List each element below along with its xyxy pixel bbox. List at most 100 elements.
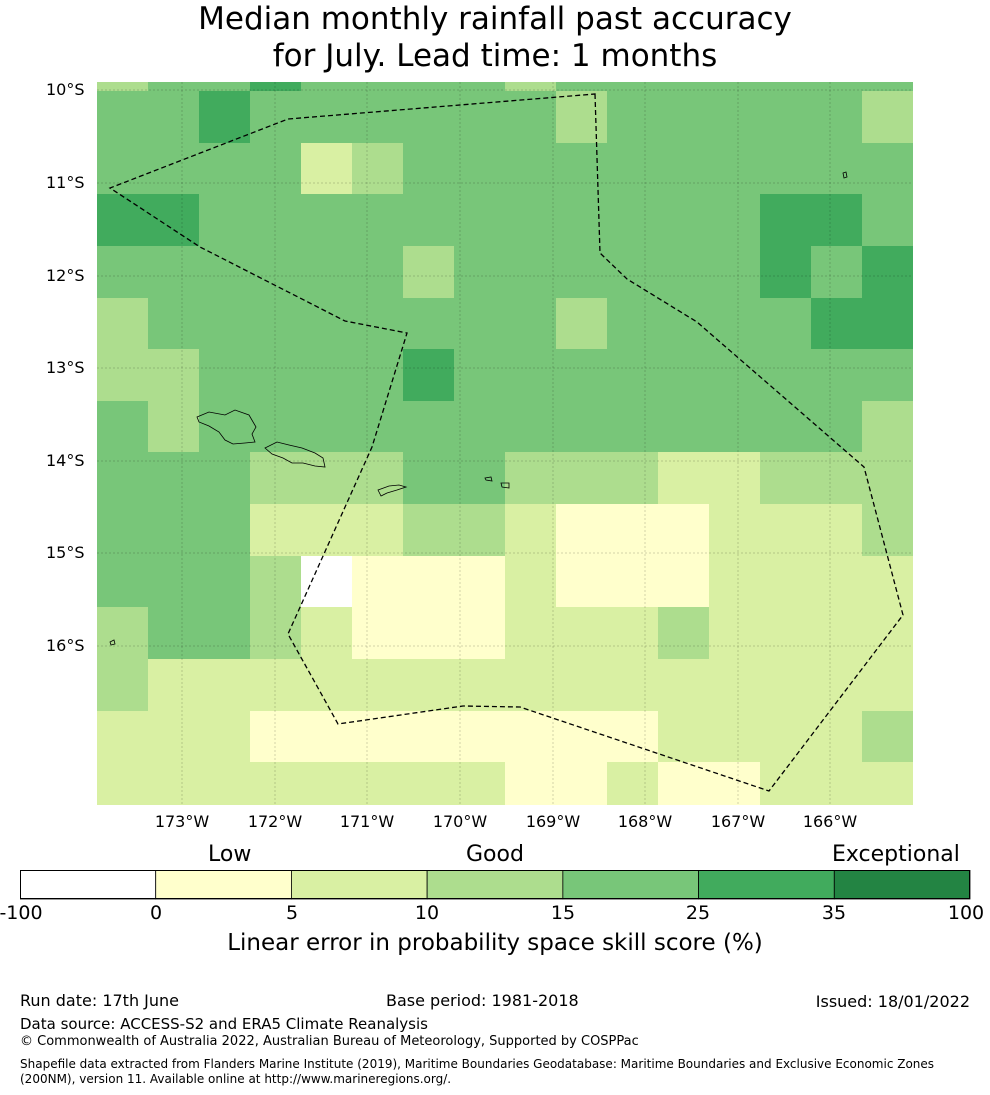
grid-cell — [556, 401, 608, 453]
grid-cell — [556, 762, 608, 805]
grid-cell — [658, 298, 710, 350]
grid-cell — [97, 91, 149, 144]
manua-island-1 — [484, 476, 493, 482]
grid-cell — [403, 504, 455, 557]
grid-cell — [658, 194, 710, 247]
grid-cell — [709, 349, 761, 402]
grid-cell — [760, 143, 812, 195]
grid-cell — [148, 194, 200, 247]
colorbar-segment — [833, 870, 971, 900]
grid-cell — [862, 401, 913, 453]
grid-cell — [556, 711, 608, 763]
grid-cell — [811, 762, 863, 805]
eez-boundary — [108, 93, 904, 792]
grid-cell — [862, 556, 913, 608]
grid-cell — [556, 143, 608, 195]
grid-cell — [148, 298, 200, 350]
grid-cell — [862, 246, 913, 299]
grid-cell — [607, 91, 659, 144]
grid-cell — [454, 82, 506, 92]
grid-cell — [607, 143, 659, 195]
grid-cell — [97, 298, 149, 350]
grid-cell — [301, 556, 353, 608]
grid-cell — [199, 659, 251, 712]
grid-cell — [301, 452, 353, 505]
grid-cell — [760, 607, 812, 660]
grid-cell — [403, 298, 455, 350]
grid-cell — [199, 143, 251, 195]
grid-cell — [454, 143, 506, 195]
grid-cell — [505, 711, 557, 763]
upolu-island — [264, 441, 326, 468]
grid-cell — [760, 711, 812, 763]
grid-cell — [454, 91, 506, 144]
grid-cell — [199, 452, 251, 505]
grid-cell — [352, 607, 404, 660]
grid-cell — [352, 659, 404, 712]
grid-cell — [760, 452, 812, 505]
grid-cell — [454, 452, 506, 505]
grid-cell — [811, 143, 863, 195]
grid-cell — [709, 91, 761, 144]
grid-cell — [97, 556, 149, 608]
grid-cell — [862, 659, 913, 712]
grid-cell — [607, 194, 659, 247]
grid-cell — [760, 349, 812, 402]
grid-cell — [709, 452, 761, 505]
grid-cell — [658, 452, 710, 505]
grid-cell — [862, 143, 913, 195]
colorbar-tick: 100 — [947, 902, 985, 924]
grid-cell — [811, 194, 863, 247]
graticule — [97, 82, 913, 805]
lon-label: 166°W — [802, 812, 858, 831]
grid-cell — [811, 607, 863, 660]
lat-label: 13°S — [46, 358, 85, 377]
grid-cell — [199, 607, 251, 660]
grid-cell — [862, 607, 913, 660]
lon-label: 173°W — [154, 812, 210, 831]
grid-cell — [505, 504, 557, 557]
grid-cell — [709, 607, 761, 660]
grid-cell — [250, 298, 302, 350]
grid-cell — [505, 194, 557, 247]
grid-cell — [199, 504, 251, 557]
data-source: Data source: ACCESS-S2 and ERA5 Climate … — [20, 1015, 428, 1033]
lon-label: 169°W — [525, 812, 581, 831]
grid-cell — [811, 504, 863, 557]
grid-cell — [250, 607, 302, 660]
grid-cell — [709, 711, 761, 763]
grid-cell — [199, 82, 251, 92]
grid-cell — [352, 349, 404, 402]
grid-cell — [760, 401, 812, 453]
grid-cell — [760, 194, 812, 247]
grid-cell — [454, 556, 506, 608]
manua-island-2 — [500, 482, 510, 489]
grid-cell — [97, 349, 149, 402]
grid-cell — [148, 607, 200, 660]
grid-cell — [250, 452, 302, 505]
grid-cell — [505, 143, 557, 195]
skill-grid — [97, 82, 913, 805]
lon-label: 168°W — [617, 812, 673, 831]
grid-cell — [556, 504, 608, 557]
grid-cell — [97, 401, 149, 453]
grid-cell — [658, 711, 710, 763]
grid-cell — [862, 82, 913, 92]
grid-cell — [454, 711, 506, 763]
grid-cell — [454, 762, 506, 805]
grid-cell — [301, 349, 353, 402]
colorbar-segment — [291, 870, 428, 900]
colorbar-label: Linear error in probability space skill … — [227, 930, 763, 956]
grid-cell — [199, 91, 251, 144]
grid-cell — [709, 194, 761, 247]
grid-cell — [505, 659, 557, 712]
grid-cell — [862, 504, 913, 557]
savaii-island — [196, 409, 257, 445]
grid-cell — [97, 762, 149, 805]
grid-cell — [862, 194, 913, 247]
grid-cell — [454, 298, 506, 350]
grid-cell — [658, 349, 710, 402]
grid-cell — [352, 143, 404, 195]
grid-cell — [556, 349, 608, 402]
grid-cell — [658, 762, 710, 805]
